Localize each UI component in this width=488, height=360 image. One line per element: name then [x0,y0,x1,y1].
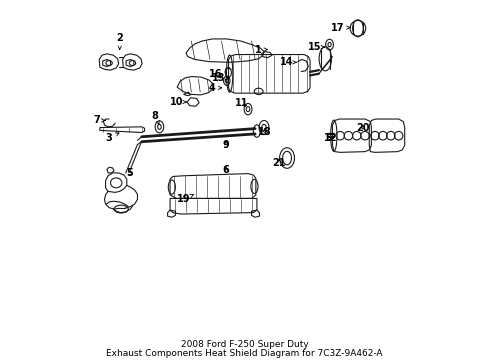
Text: 6: 6 [222,165,229,175]
Text: 4: 4 [208,83,221,93]
Text: 2: 2 [116,33,123,49]
Text: 21: 21 [272,158,285,168]
Text: 15: 15 [307,42,324,52]
Text: 3: 3 [105,133,119,143]
Text: 16: 16 [208,69,222,79]
Text: 7: 7 [93,116,105,125]
Text: 13: 13 [212,73,228,83]
Text: Exhaust Components Heat Shield Diagram for 7C3Z-9A462-A: Exhaust Components Heat Shield Diagram f… [106,349,382,358]
Text: 11: 11 [234,98,248,108]
Text: 19: 19 [177,194,193,204]
Text: 18: 18 [258,127,271,137]
Text: 17: 17 [330,23,349,33]
Text: 20: 20 [356,122,369,132]
Text: 5: 5 [126,168,132,178]
Text: 10: 10 [169,97,186,107]
Text: 8: 8 [151,111,159,124]
Text: 2008 Ford F-250 Super Duty: 2008 Ford F-250 Super Duty [180,340,308,349]
Text: 12: 12 [323,133,336,143]
Text: 1: 1 [254,45,267,55]
Text: 9: 9 [222,140,229,150]
Text: 14: 14 [279,57,296,67]
